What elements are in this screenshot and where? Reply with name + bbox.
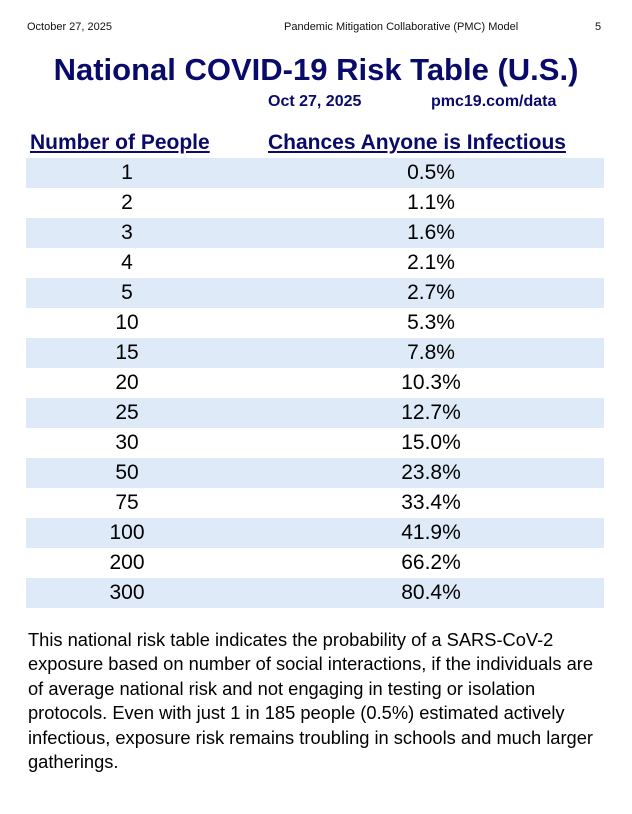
- page-number: 5: [595, 21, 602, 33]
- people-count: 10: [115, 311, 139, 334]
- table-row: 75 33.4%: [26, 488, 604, 518]
- table-row: 10 5.3%: [26, 308, 604, 338]
- infectious-chance: 23.8%: [401, 461, 461, 484]
- people-count: 200: [109, 551, 145, 574]
- subtitle-date: Oct 27, 2025: [268, 93, 362, 110]
- people-count: 300: [109, 581, 145, 604]
- table-row: 20 10.3%: [26, 368, 604, 398]
- column-header-people: Number of People: [30, 131, 210, 154]
- infectious-chance: 0.5%: [407, 161, 455, 184]
- people-count: 4: [121, 251, 133, 274]
- infectious-chance: 12.7%: [401, 401, 461, 424]
- table-row: 1 0.5%: [26, 158, 604, 188]
- table-row: 5 2.7%: [26, 278, 604, 308]
- people-count: 15: [115, 341, 139, 364]
- people-count: 100: [109, 521, 145, 544]
- risk-table: 1 0.5% 2 1.1% 3 1.6% 4 2.1% 5 2.7% 10 5.3% 15 7.8% 20 1…: [26, 158, 604, 608]
- header-date: October 27, 2025: [27, 21, 113, 33]
- people-count: 75: [115, 491, 139, 514]
- people-count: 2: [121, 191, 133, 214]
- people-count: 3: [121, 221, 133, 244]
- subtitle-url: pmc19.com/data: [431, 93, 557, 110]
- people-count: 20: [115, 371, 139, 394]
- table-row: 100 41.9%: [26, 518, 604, 548]
- infectious-chance: 1.6%: [407, 221, 455, 244]
- table-row: 2 1.1%: [26, 188, 604, 218]
- infectious-chance: 2.1%: [407, 251, 455, 274]
- table-row: 50 23.8%: [26, 458, 604, 488]
- header-source: Pandemic Mitigation Collaborative (PMC) …: [284, 21, 519, 33]
- table-row: 15 7.8%: [26, 338, 604, 368]
- people-count: 50: [115, 461, 139, 484]
- infectious-chance: 5.3%: [407, 311, 455, 334]
- table-row: 30 15.0%: [26, 428, 604, 458]
- infectious-chance: 66.2%: [401, 551, 461, 574]
- infectious-chance: 2.7%: [407, 281, 455, 304]
- infectious-chance: 10.3%: [401, 371, 461, 394]
- page-title: National COVID-19 Risk Table (U.S.): [53, 52, 579, 87]
- people-count: 25: [115, 401, 139, 424]
- table-row: 3 1.6%: [26, 218, 604, 248]
- people-count: 30: [115, 431, 139, 454]
- table-row: 25 12.7%: [26, 398, 604, 428]
- table-row: 4 2.1%: [26, 248, 604, 278]
- infectious-chance: 80.4%: [401, 581, 461, 604]
- description-paragraph: This national risk table indicates the p…: [28, 629, 594, 773]
- infectious-chance: 15.0%: [401, 431, 461, 454]
- table-row: 300 80.4%: [26, 578, 604, 608]
- column-header-chances: Chances Anyone is Infectious: [268, 131, 566, 154]
- infectious-chance: 33.4%: [401, 491, 461, 514]
- infectious-chance: 41.9%: [401, 521, 461, 544]
- table-row: 200 66.2%: [26, 548, 604, 578]
- infectious-chance: 7.8%: [407, 341, 455, 364]
- people-count: 5: [121, 281, 133, 304]
- infectious-chance: 1.1%: [407, 191, 455, 214]
- people-count: 1: [121, 161, 133, 184]
